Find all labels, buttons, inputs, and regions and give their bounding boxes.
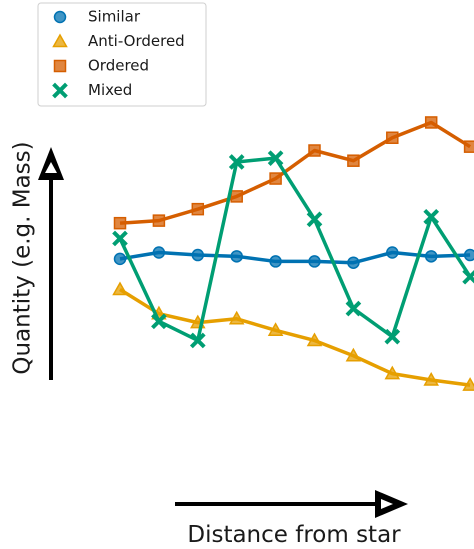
legend-frame <box>37 2 207 107</box>
data-point <box>424 250 438 263</box>
data-point <box>423 208 440 225</box>
data-point <box>345 347 362 362</box>
data-point <box>306 332 323 347</box>
data-point <box>152 214 166 227</box>
data-point <box>384 365 401 380</box>
data-point <box>191 248 205 262</box>
series-line <box>119 287 471 387</box>
y-axis-label: Quantity (e.g. Mass) <box>10 141 36 374</box>
series-anti-ordered <box>112 281 474 391</box>
data-point <box>269 172 282 185</box>
data-point <box>191 202 205 216</box>
series-line <box>118 156 472 343</box>
series-ordered <box>113 116 474 230</box>
data-point <box>347 154 360 167</box>
y-axis-arrow <box>38 147 64 380</box>
data-point <box>386 131 399 144</box>
series-similar <box>113 246 474 269</box>
series-line <box>119 120 472 225</box>
legend-items: Similar Anti-Ordered Ordered Mixed <box>52 8 185 99</box>
data-point <box>228 310 245 325</box>
series-mixed <box>112 150 474 349</box>
legend-marker <box>53 10 67 24</box>
legend-item: Ordered <box>53 57 149 75</box>
data-point <box>113 252 127 266</box>
legend-marker <box>52 33 68 48</box>
data-point <box>113 216 127 230</box>
data-point <box>112 281 128 296</box>
data-point <box>386 246 399 259</box>
data-point <box>267 150 284 166</box>
data-point <box>308 144 321 157</box>
legend-label: Ordered <box>88 57 149 75</box>
data-point <box>230 190 243 203</box>
data-point <box>345 300 362 317</box>
legend-label: Mixed <box>88 81 132 99</box>
data-point <box>347 256 360 269</box>
legend-item: Similar <box>53 8 141 26</box>
data-point <box>230 250 243 263</box>
data-point <box>463 140 474 153</box>
legend-marker <box>52 82 68 99</box>
data-point <box>423 371 439 386</box>
legend-item: Mixed <box>52 81 132 99</box>
data-point <box>424 116 438 129</box>
data-point <box>462 268 474 285</box>
legend: Similar Anti-Ordered Ordered Mixed <box>37 2 207 107</box>
data-point <box>151 313 167 330</box>
series-layer <box>112 116 474 391</box>
data-point <box>384 328 401 345</box>
series-line <box>119 250 471 265</box>
data-point <box>308 255 321 268</box>
data-point <box>228 154 245 170</box>
data-point <box>306 211 323 228</box>
data-point <box>269 255 282 268</box>
x-axis-arrow <box>175 490 408 518</box>
legend-item: Anti-Ordered <box>52 32 185 50</box>
data-point <box>267 322 284 337</box>
data-point <box>152 246 166 259</box>
legend-marker <box>53 59 67 73</box>
data-point <box>462 377 474 391</box>
data-point <box>112 230 128 247</box>
data-point <box>463 248 474 262</box>
data-point <box>189 332 206 349</box>
legend-label: Anti-Ordered <box>88 32 185 50</box>
x-axis-label: Distance from star <box>187 522 401 548</box>
legend-label: Similar <box>88 8 141 26</box>
